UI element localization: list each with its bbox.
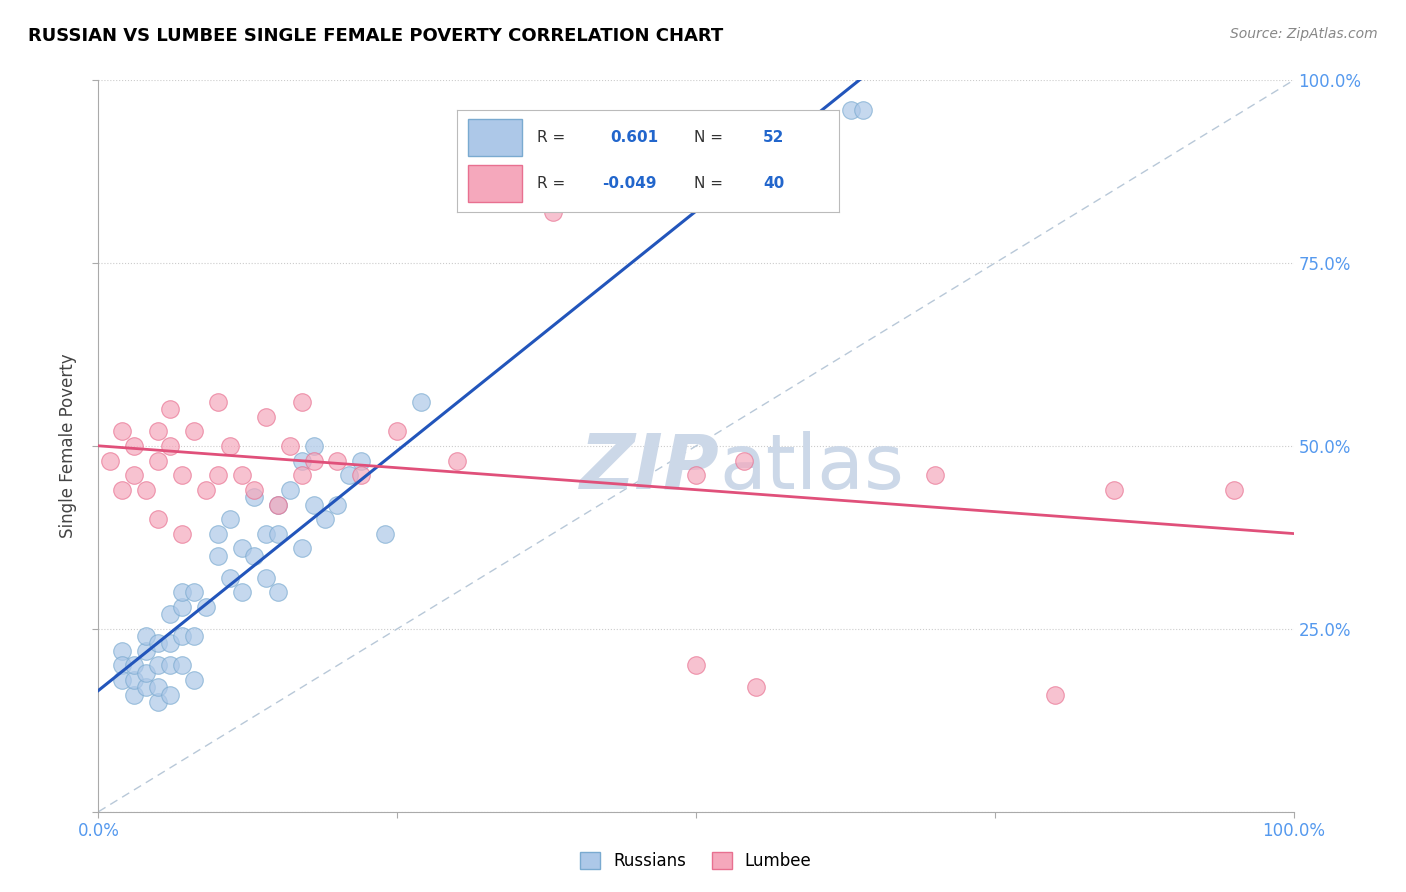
Point	[172, 658, 194, 673]
Text: ZIP: ZIP	[581, 431, 720, 505]
Point	[302, 439, 325, 453]
Point	[183, 425, 205, 439]
Point	[267, 585, 290, 599]
Point	[172, 468, 194, 483]
Point	[159, 607, 181, 622]
Point	[194, 483, 218, 497]
Point	[733, 453, 755, 467]
Point	[148, 658, 170, 673]
Point	[278, 483, 301, 497]
Point	[135, 681, 157, 695]
Point	[541, 205, 564, 219]
Point	[385, 425, 409, 439]
Point	[243, 549, 266, 563]
Point	[183, 673, 205, 687]
Point	[326, 453, 349, 467]
Point	[207, 468, 229, 483]
Point	[254, 571, 277, 585]
Point	[159, 636, 181, 650]
Point	[135, 629, 157, 643]
Point	[254, 526, 277, 541]
Point	[291, 395, 314, 409]
Point	[172, 585, 194, 599]
Point	[326, 498, 349, 512]
Point	[148, 512, 170, 526]
Point	[98, 453, 122, 467]
Point	[148, 453, 170, 467]
Point	[231, 468, 253, 483]
Point	[183, 585, 205, 599]
Point	[231, 585, 253, 599]
Point	[148, 425, 170, 439]
Point	[278, 439, 301, 453]
Point	[350, 453, 373, 467]
Y-axis label: Single Female Poverty: Single Female Poverty	[59, 354, 77, 538]
Text: Source: ZipAtlas.com: Source: ZipAtlas.com	[1230, 27, 1378, 41]
Point	[291, 541, 314, 556]
Point	[148, 636, 170, 650]
Point	[254, 409, 277, 424]
Point	[267, 526, 290, 541]
Point	[194, 599, 218, 614]
Point	[302, 453, 325, 467]
Point	[124, 688, 146, 702]
Point	[231, 541, 253, 556]
Point	[172, 629, 194, 643]
Point	[135, 644, 157, 658]
Point	[446, 453, 468, 467]
Text: RUSSIAN VS LUMBEE SINGLE FEMALE POVERTY CORRELATION CHART: RUSSIAN VS LUMBEE SINGLE FEMALE POVERTY …	[28, 27, 723, 45]
Point	[207, 395, 229, 409]
Point	[219, 512, 242, 526]
Point	[159, 688, 181, 702]
Legend: Russians, Lumbee: Russians, Lumbee	[574, 845, 818, 877]
Point	[350, 468, 373, 483]
Point	[207, 526, 229, 541]
Point	[111, 425, 134, 439]
Point	[924, 468, 946, 483]
Point	[124, 673, 146, 687]
Point	[111, 673, 134, 687]
Point	[745, 681, 768, 695]
Point	[219, 439, 242, 453]
Point	[172, 599, 194, 614]
Point	[374, 526, 396, 541]
Point	[159, 658, 181, 673]
Point	[267, 498, 290, 512]
Point	[685, 468, 707, 483]
Point	[315, 512, 337, 526]
Point	[1102, 483, 1125, 497]
Point	[135, 483, 157, 497]
Point	[159, 439, 181, 453]
Point	[339, 468, 360, 483]
Point	[243, 483, 266, 497]
Point	[589, 190, 612, 204]
Point	[685, 658, 707, 673]
Point	[111, 658, 134, 673]
Point	[183, 629, 205, 643]
Point	[1043, 688, 1066, 702]
Point	[124, 658, 146, 673]
Point	[135, 665, 157, 680]
Point	[243, 490, 266, 504]
Point	[267, 498, 290, 512]
Point	[111, 483, 134, 497]
Point	[291, 453, 314, 467]
Point	[291, 468, 314, 483]
Point	[841, 103, 863, 117]
Point	[411, 395, 433, 409]
Point	[159, 402, 181, 417]
Point	[148, 681, 170, 695]
Text: atlas: atlas	[720, 431, 904, 505]
Point	[172, 526, 194, 541]
Point	[111, 644, 134, 658]
Point	[124, 468, 146, 483]
Point	[852, 103, 875, 117]
Point	[124, 439, 146, 453]
Point	[302, 498, 325, 512]
Point	[219, 571, 242, 585]
Point	[1222, 483, 1246, 497]
Point	[207, 549, 229, 563]
Point	[148, 695, 170, 709]
